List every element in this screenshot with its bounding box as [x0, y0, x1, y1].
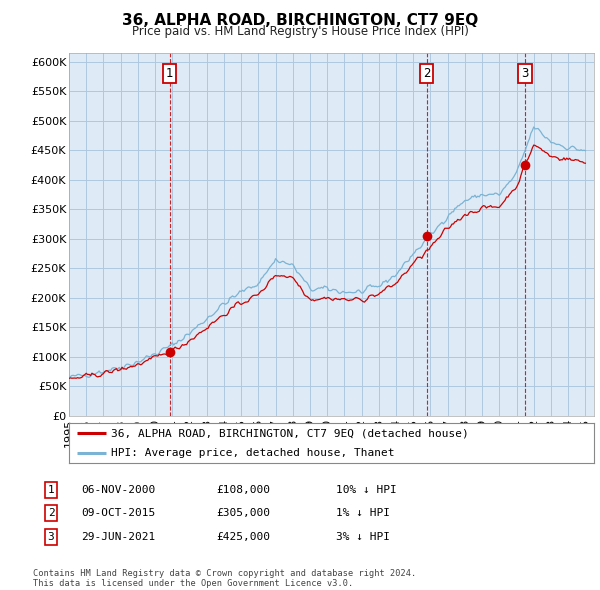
Text: 1: 1 [47, 485, 55, 494]
Text: 3: 3 [521, 67, 529, 80]
Text: 06-NOV-2000: 06-NOV-2000 [81, 485, 155, 494]
Text: 1: 1 [166, 67, 173, 80]
Text: 2: 2 [423, 67, 430, 80]
Text: 1% ↓ HPI: 1% ↓ HPI [336, 509, 390, 518]
Text: Contains HM Land Registry data © Crown copyright and database right 2024.
This d: Contains HM Land Registry data © Crown c… [33, 569, 416, 588]
Text: £425,000: £425,000 [216, 532, 270, 542]
Text: 3: 3 [47, 532, 55, 542]
Text: Price paid vs. HM Land Registry's House Price Index (HPI): Price paid vs. HM Land Registry's House … [131, 25, 469, 38]
Text: 2: 2 [47, 509, 55, 518]
Text: HPI: Average price, detached house, Thanet: HPI: Average price, detached house, Than… [111, 448, 395, 458]
Text: 36, ALPHA ROAD, BIRCHINGTON, CT7 9EQ: 36, ALPHA ROAD, BIRCHINGTON, CT7 9EQ [122, 13, 478, 28]
Text: £108,000: £108,000 [216, 485, 270, 494]
Text: 36, ALPHA ROAD, BIRCHINGTON, CT7 9EQ (detached house): 36, ALPHA ROAD, BIRCHINGTON, CT7 9EQ (de… [111, 428, 469, 438]
Text: 09-OCT-2015: 09-OCT-2015 [81, 509, 155, 518]
Text: 10% ↓ HPI: 10% ↓ HPI [336, 485, 397, 494]
Text: 29-JUN-2021: 29-JUN-2021 [81, 532, 155, 542]
Text: 3% ↓ HPI: 3% ↓ HPI [336, 532, 390, 542]
Text: £305,000: £305,000 [216, 509, 270, 518]
